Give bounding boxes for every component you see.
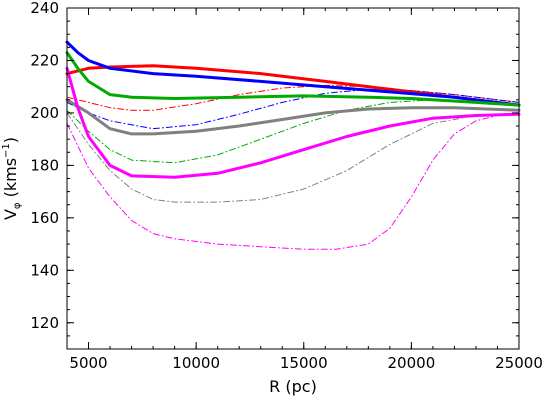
series-line-4 [65,66,521,179]
series-line-3 [65,98,521,136]
y-tick-label: 140 [30,261,59,279]
x-tick-label: 10000 [172,354,220,372]
x-tick-label: 20000 [388,354,436,372]
y-tick-label: 200 [30,104,59,122]
y-axis-label-unit-close: ) [1,137,20,143]
series-line-1 [65,40,521,107]
y-axis-label-unit-open: (kms [1,158,20,203]
ticks-layer: 5000 10000 15000 20000 25000 120 140 160 180 200 2… [30,0,543,372]
series-line-2 [65,51,521,107]
series-layer [65,40,521,250]
x-tick-label: 5000 [69,354,107,372]
y-tick-label: 220 [30,51,59,69]
y-tick-label: 160 [30,209,59,227]
x-tick-label: 25000 [495,354,543,372]
plot-frame [66,7,520,350]
x-axis-label: R (pc) [269,377,317,396]
y-axis-label: Vφ (kms−1) [1,137,23,220]
series-line-6 [66,88,520,130]
y-tick-label: 240 [30,0,59,17]
y-axis-label-sup: −1 [1,143,12,158]
y-tick-label: 120 [30,314,59,332]
series-line-8 [66,112,520,203]
x-tick-label: 15000 [280,354,328,372]
y-axis-label-sub: φ [12,202,23,209]
y-tick-label: 180 [30,156,59,174]
y-axis-label-main: V [1,209,20,220]
